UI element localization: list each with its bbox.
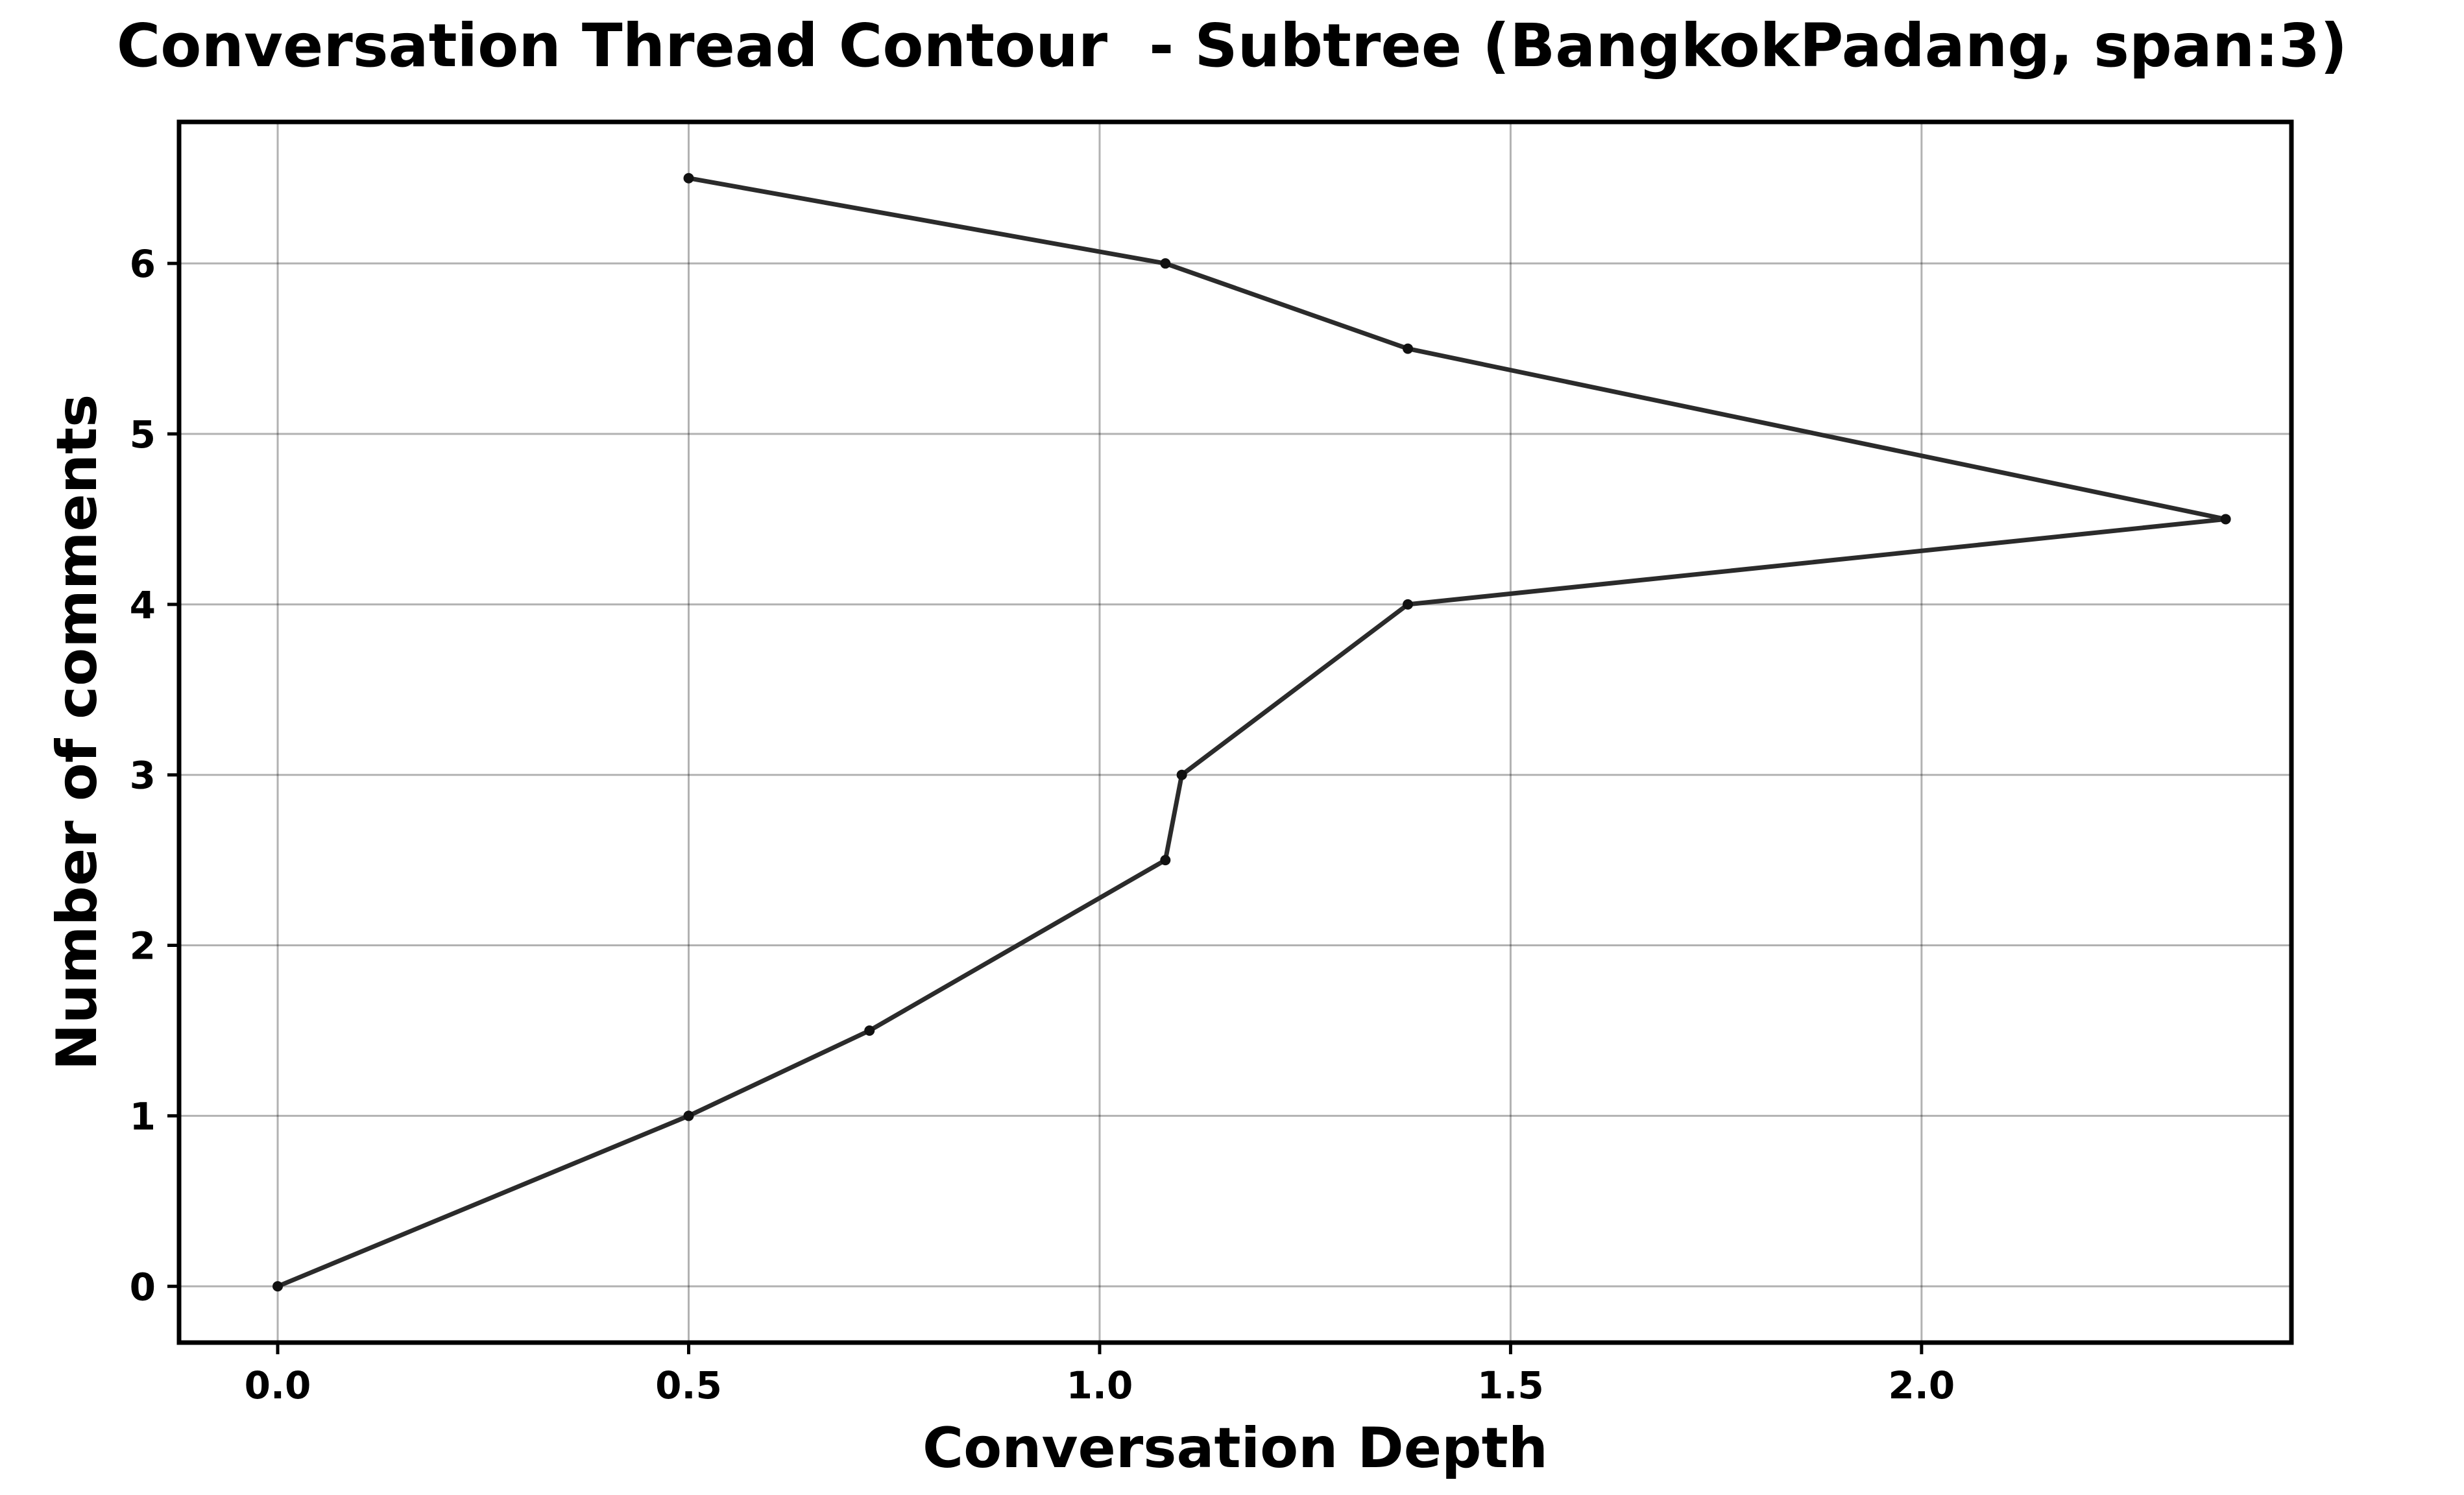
data-point — [272, 1281, 284, 1292]
y-tick-label: 3 — [130, 754, 156, 798]
data-point — [1176, 769, 1187, 780]
chart-title: Conversation Thread Contour - Subtree (B… — [117, 11, 2347, 80]
series-layer — [272, 173, 2231, 1292]
y-tick-label: 2 — [130, 924, 156, 968]
data-point — [683, 173, 694, 184]
y-tick-label: 1 — [130, 1094, 156, 1138]
data-point — [683, 1110, 694, 1121]
y-tick-label: 5 — [130, 413, 156, 457]
x-tick-label: 1.0 — [1067, 1363, 1133, 1407]
x-tick-label: 0.5 — [655, 1363, 722, 1407]
x-tick-label: 1.5 — [1477, 1363, 1544, 1407]
x-tick-label: 2.0 — [1889, 1363, 1955, 1407]
data-point — [2220, 514, 2231, 525]
plot-frame — [176, 119, 2294, 1345]
y-tick-label: 0 — [130, 1265, 156, 1309]
data-point — [1160, 855, 1171, 866]
x-tick-label: 0.0 — [245, 1363, 311, 1407]
series-line-contour — [276, 176, 2228, 1289]
data-point — [864, 1025, 875, 1036]
y-tick-label: 6 — [130, 242, 156, 286]
data-point — [1160, 258, 1171, 269]
data-point — [1403, 343, 1414, 354]
axis-ticks: 0.0 0.5 1.0 1.5 2.0 0 1 2 3 4 5 6 — [130, 242, 1955, 1407]
data-point — [1403, 599, 1414, 610]
y-axis-label: Number of comments — [45, 394, 110, 1071]
y-tick-label: 4 — [130, 583, 156, 627]
x-axis-label: Conversation Depth — [923, 1416, 1548, 1481]
grid-lines — [179, 122, 2291, 1343]
